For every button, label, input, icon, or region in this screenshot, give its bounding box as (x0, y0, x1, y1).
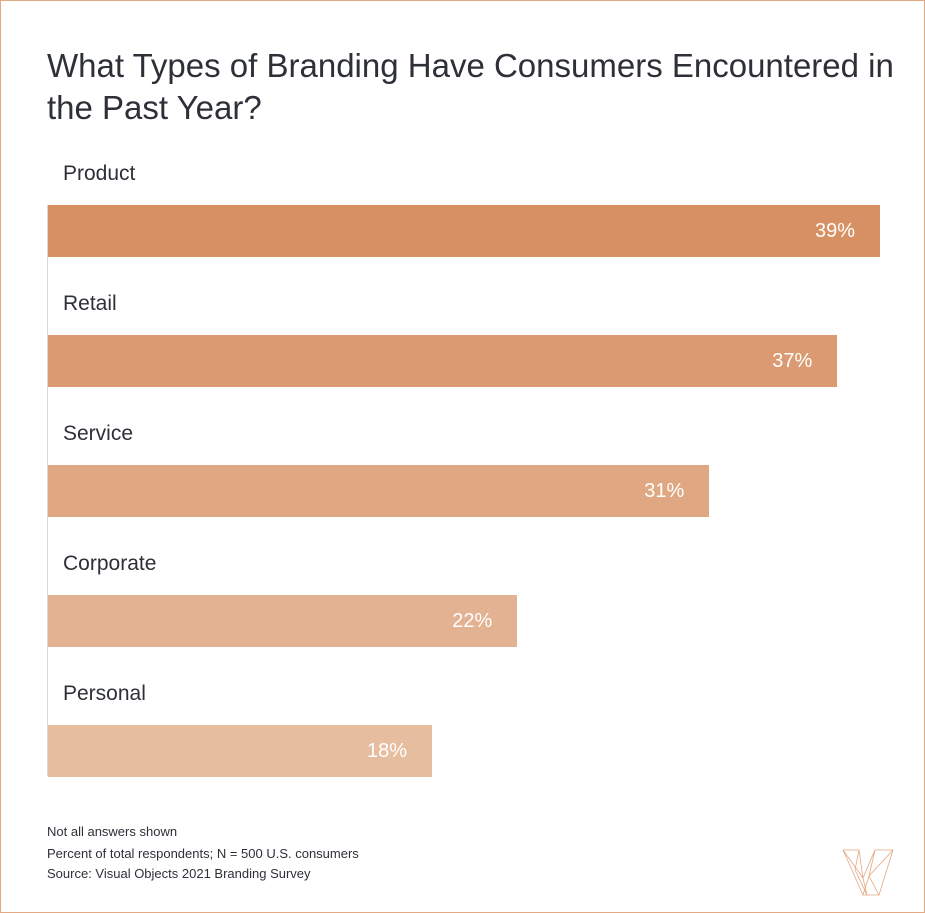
y-axis-line (47, 205, 48, 776)
value-label-personal: 18% (366, 740, 407, 762)
note-not-all-answers: Not all answers shown (47, 824, 178, 839)
note-source: Source: Visual Objects 2021 Branding Sur… (47, 866, 311, 881)
value-label-corporate: 22% (452, 610, 493, 632)
bar-corporate: 22% (48, 595, 518, 647)
value-label-service: 31% (644, 480, 685, 502)
category-label-retail: Retail (63, 292, 117, 315)
category-label-personal: Personal (63, 682, 146, 705)
value-label-retail: 37% (772, 350, 813, 372)
bar-product: 39% (48, 205, 880, 257)
category-label-product: Product (63, 162, 136, 185)
bar-service: 31% (48, 465, 710, 517)
bar-retail: 37% (48, 335, 838, 387)
category-label-service: Service (63, 422, 134, 445)
visual-objects-logo-icon (842, 849, 894, 896)
note-respondents: Percent of total respondents; N = 500 U.… (47, 846, 359, 861)
bar-personal: 18% (48, 725, 432, 777)
value-label-product: 39% (814, 220, 855, 242)
chart-title: What Types of Branding Have Consumers En… (47, 47, 894, 126)
category-label-corporate: Corporate (63, 552, 157, 575)
